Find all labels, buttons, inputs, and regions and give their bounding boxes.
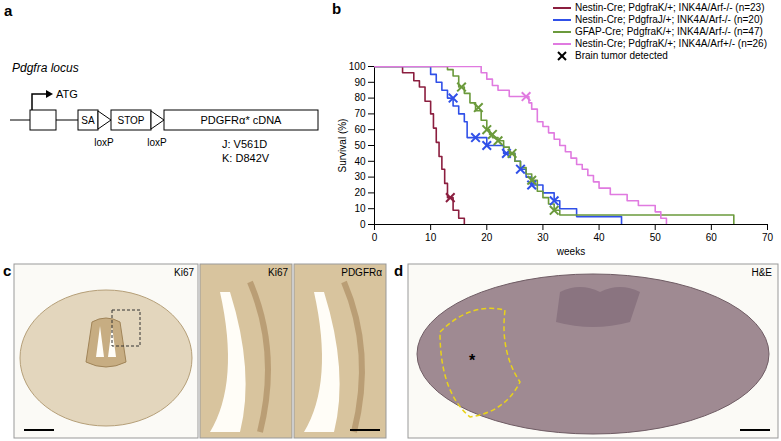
svg-text:ATG: ATG bbox=[56, 88, 78, 100]
svg-text:c: c bbox=[3, 262, 11, 279]
svg-text:100: 100 bbox=[349, 61, 366, 72]
svg-text:70: 70 bbox=[354, 108, 366, 119]
svg-text:10: 10 bbox=[425, 232, 437, 243]
svg-text:a: a bbox=[4, 2, 13, 19]
svg-text:PDGFRα* cDNA: PDGFRα* cDNA bbox=[201, 114, 283, 126]
svg-text:30: 30 bbox=[537, 232, 549, 243]
svg-text:40: 40 bbox=[594, 232, 606, 243]
svg-text:40: 40 bbox=[354, 156, 366, 167]
svg-text:loxP: loxP bbox=[147, 137, 167, 148]
svg-text:Ki67: Ki67 bbox=[174, 267, 194, 278]
svg-text:Ki67: Ki67 bbox=[268, 267, 288, 278]
svg-text:0: 0 bbox=[360, 219, 366, 230]
svg-text:50: 50 bbox=[650, 232, 662, 243]
svg-text:SA: SA bbox=[81, 115, 95, 126]
svg-text:70: 70 bbox=[762, 232, 774, 243]
svg-text:*: * bbox=[469, 352, 476, 369]
svg-text:Survival (%): Survival (%) bbox=[337, 119, 348, 173]
svg-text:80: 80 bbox=[354, 92, 366, 103]
svg-text:d: d bbox=[394, 262, 403, 279]
html-text:GFAP-Cre; PdgfraK/+; INK4A/Arf: GFAP-Cre; PdgfraK/+; INK4A/Arf-/- (n=47) bbox=[575, 26, 763, 37]
svg-text:50: 50 bbox=[354, 140, 366, 151]
svg-text:20: 20 bbox=[354, 187, 366, 198]
html-text:Nestin-Cre; PdgfraK/+; INK4A/A: Nestin-Cre; PdgfraK/+; INK4A/Arf-/- (n=2… bbox=[575, 2, 765, 13]
svg-text:J: V561D: J: V561D bbox=[222, 138, 267, 150]
svg-text:30: 30 bbox=[354, 171, 366, 182]
svg-text:10: 10 bbox=[354, 203, 366, 214]
html-text:b: b bbox=[332, 0, 342, 17]
svg-text:loxP: loxP bbox=[94, 137, 114, 148]
svg-text:K: D842V: K: D842V bbox=[222, 152, 270, 164]
html-text:Nestin-Cre; PdgfraJ/+; INK4A/A: Nestin-Cre; PdgfraJ/+; INK4A/Arf-/- (n=2… bbox=[575, 14, 763, 25]
html-text:Brain tumor detected: Brain tumor detected bbox=[575, 50, 668, 61]
svg-text:STOP: STOP bbox=[117, 115, 144, 126]
svg-text:PDGFRα: PDGFRα bbox=[341, 267, 382, 278]
svg-text:90: 90 bbox=[354, 77, 366, 88]
svg-text:20: 20 bbox=[481, 232, 493, 243]
html-text:Nestin-Cre; PdgfraK/+; INK4A/A: Nestin-Cre; PdgfraK/+; INK4A/Arf+/- (n=2… bbox=[575, 38, 767, 49]
svg-text:H&E: H&E bbox=[751, 267, 772, 278]
svg-text:0: 0 bbox=[372, 232, 378, 243]
svg-text:weeks: weeks bbox=[556, 246, 585, 257]
svg-text:60: 60 bbox=[706, 232, 718, 243]
svg-text:60: 60 bbox=[354, 124, 366, 135]
svg-text:Pdgfra locus: Pdgfra locus bbox=[12, 61, 79, 75]
